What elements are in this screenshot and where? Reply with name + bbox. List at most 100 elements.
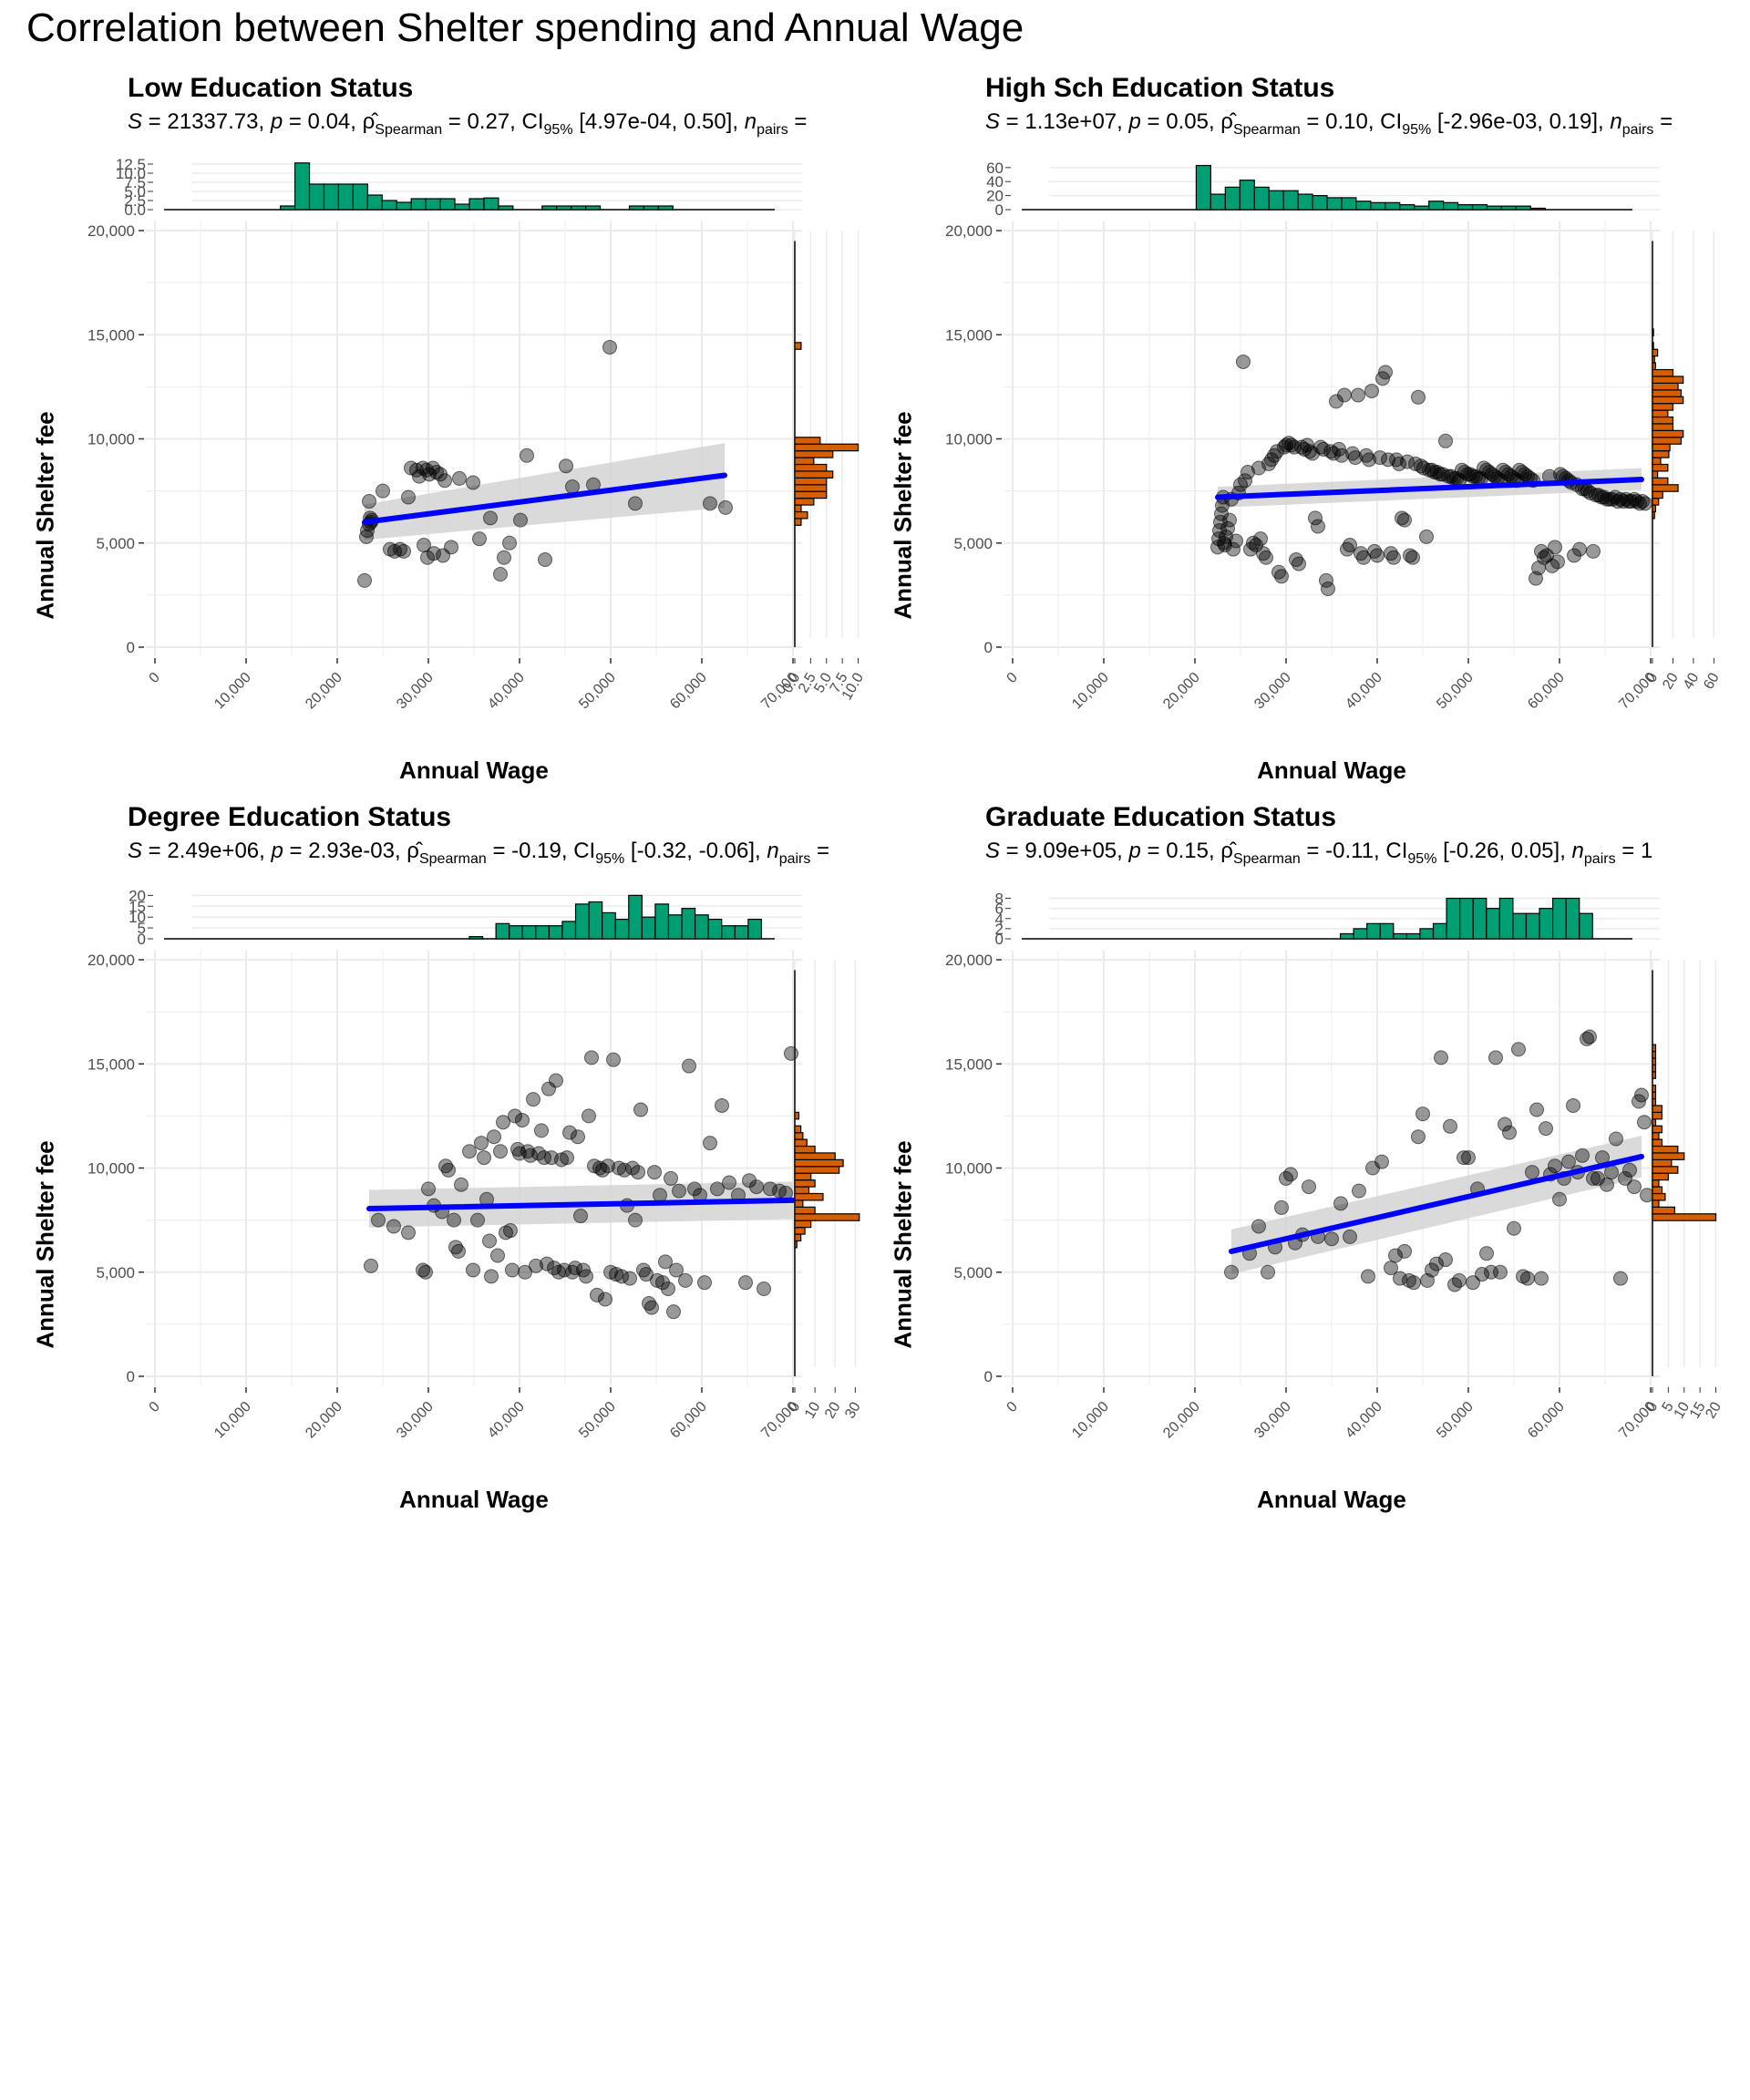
scatter-point xyxy=(484,1269,499,1284)
scatter-point xyxy=(763,1181,777,1197)
y-hist-tick-label: 10 xyxy=(1672,1399,1693,1421)
x-hist-bar xyxy=(588,901,603,940)
x-hist-bar xyxy=(521,925,537,940)
scatter-point xyxy=(664,1170,678,1186)
panel-title: High Sch Education Status xyxy=(985,73,1335,103)
y-hist-bar xyxy=(1652,355,1655,364)
scatter-point xyxy=(477,1150,491,1166)
scatter-point xyxy=(571,1129,585,1145)
scatter-point xyxy=(642,1296,656,1312)
y-hist-bar xyxy=(1652,1057,1657,1065)
y-hist-bar xyxy=(794,510,808,520)
x-hist-bar xyxy=(1525,912,1540,940)
y-tick-label: 10,000 xyxy=(88,431,135,448)
x-hist-bar xyxy=(721,925,736,940)
scatter-point xyxy=(1438,433,1453,448)
y-hist-bar xyxy=(794,1213,860,1221)
x-tick-label: 40,000 xyxy=(485,670,528,713)
scatter-point xyxy=(582,1108,596,1124)
y-hist-bar xyxy=(1652,1132,1660,1140)
scatter-point xyxy=(1622,1162,1637,1178)
y-hist-bar xyxy=(1652,1105,1663,1113)
panel-subtitle: S = 21337.73, p = 0.04, ρ̂Spearman = 0.2… xyxy=(128,109,808,138)
scatter-point xyxy=(1452,1272,1467,1288)
x-hist-bar xyxy=(614,918,630,940)
y-hist-bar xyxy=(794,1152,836,1160)
scatter-point xyxy=(470,1212,485,1228)
scatter-point xyxy=(1397,512,1412,528)
scatter-point xyxy=(376,483,390,499)
y-hist-bar xyxy=(1652,1199,1660,1208)
scatter-point xyxy=(1351,387,1365,403)
y-hist-bar xyxy=(1652,342,1654,350)
scatter-point xyxy=(1240,465,1255,480)
scatter-point xyxy=(1511,1042,1526,1057)
y-axis-label: Annual Shelter fee xyxy=(889,1140,917,1349)
scatter-point xyxy=(1352,1183,1366,1199)
y-hist-bar xyxy=(794,490,828,499)
y-hist-tick-label: 20 xyxy=(1660,670,1682,692)
scatter-point xyxy=(565,479,580,495)
x-hist-bar xyxy=(707,918,723,940)
y-hist-bar xyxy=(794,504,802,513)
scatter-point xyxy=(1493,1264,1508,1280)
stat-n: 1 xyxy=(1640,839,1653,863)
scatter-point xyxy=(1292,556,1306,571)
y-marginal-histogram: 0.02.55.07.510.0 xyxy=(780,231,867,703)
scatter-point xyxy=(1259,550,1273,565)
y-hist-bar xyxy=(794,477,828,486)
scatter-point xyxy=(590,1287,604,1302)
scatter-point xyxy=(644,1300,659,1315)
scatter-point xyxy=(1548,540,1562,555)
scatter-point xyxy=(1233,477,1248,492)
x-hist-bar xyxy=(1457,204,1474,211)
scatter-point xyxy=(636,1262,651,1278)
scatter-point xyxy=(1548,1158,1562,1174)
scatter-point xyxy=(1238,473,1252,489)
y-hist-bar xyxy=(1652,403,1674,411)
y-hist-tick-label: 15 xyxy=(1687,1399,1709,1421)
scatter-point xyxy=(466,1262,480,1278)
scatter-point xyxy=(1552,1191,1567,1207)
scatter-point xyxy=(386,1219,401,1234)
x-hist-bar xyxy=(628,205,645,211)
y-tick-label: 15,000 xyxy=(945,1055,993,1073)
scatter-point xyxy=(526,1092,540,1107)
y-hist-bar xyxy=(1652,1050,1657,1059)
scatter-point xyxy=(508,1108,522,1124)
x-tick-label: 40,000 xyxy=(485,1399,528,1442)
y-hist-bar xyxy=(1652,382,1679,391)
x-hist-bar xyxy=(1459,897,1474,940)
y-tick-label: 5,000 xyxy=(953,535,993,552)
y-hist-bar xyxy=(1652,450,1670,458)
scatter-point xyxy=(538,552,552,568)
y-hist-bar xyxy=(1652,1186,1663,1195)
x-hist-bar xyxy=(1579,912,1593,940)
x-hist-bar xyxy=(468,936,484,940)
stat-ci: [-0.26, 0.05] xyxy=(1443,839,1560,863)
y-axis-label: Annual Shelter fee xyxy=(889,411,917,620)
scatter-point xyxy=(401,489,416,505)
y-hist-bar xyxy=(1652,1192,1666,1201)
scatter-point xyxy=(1466,1275,1480,1291)
y-tick-label: 5,000 xyxy=(96,535,135,552)
x-hist-bar xyxy=(747,918,763,940)
panel-subtitle: S = 9.09e+05, p = 0.15, ρ̂Spearman = -0.… xyxy=(985,839,1653,867)
y-hist-bar xyxy=(1652,1091,1657,1100)
x-tick-label: 40,000 xyxy=(1343,1399,1385,1442)
scatter-point xyxy=(1443,1118,1457,1134)
scatter-point xyxy=(757,1282,771,1297)
scatter-point xyxy=(1393,1271,1407,1286)
scatter-point xyxy=(1370,548,1385,563)
y-hist-bar xyxy=(794,1158,844,1168)
x-hist-bar xyxy=(1486,205,1503,211)
x-hist-bar xyxy=(1399,204,1415,211)
y-hist-bar xyxy=(1652,1085,1657,1093)
panel-low-education: Low Education Status S = 21337.73, p = 0… xyxy=(27,73,886,802)
scatter-point xyxy=(518,1264,532,1280)
x-tick-label: 30,000 xyxy=(394,670,437,713)
scatter-point xyxy=(579,1269,593,1284)
scatter-point xyxy=(1395,510,1409,526)
x-hist-bar xyxy=(1552,897,1567,940)
x-hist-bar xyxy=(1446,897,1461,940)
